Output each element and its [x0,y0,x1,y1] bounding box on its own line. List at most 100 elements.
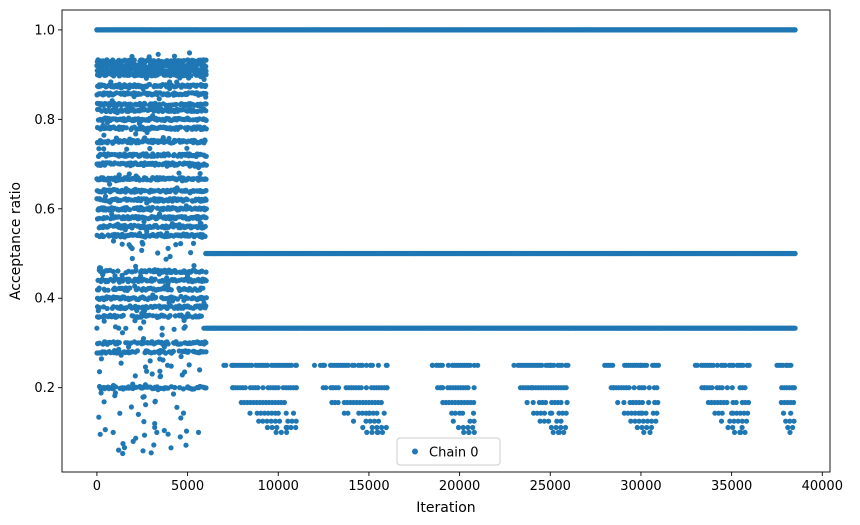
data-point-late [724,385,730,391]
data-point-early [100,205,106,211]
data-point-early [140,241,146,247]
data-point-early [158,106,164,112]
data-point-early [133,131,139,137]
data-point-late [530,399,536,406]
data-point-late [650,410,656,416]
data-point-early [180,386,186,392]
data-point-early [126,344,132,350]
data-point-late [371,418,377,424]
data-point-late [641,429,647,435]
data-point-late [323,385,329,391]
data-point-late [363,362,369,368]
data-point-early [186,362,192,368]
data-point-early [115,313,121,319]
data-point-early [102,427,108,433]
data-point-early [123,186,129,192]
data-point-late [470,424,476,431]
data-point-early [184,145,190,151]
data-point-early [203,176,209,182]
data-point-early [123,325,129,331]
data-point-early [126,242,132,248]
data-point-early [134,307,140,314]
data-point-late [335,399,341,406]
data-point-early [110,269,116,275]
data-point-late [269,424,275,431]
data-point-late [369,362,375,368]
data-point-late [471,429,477,435]
data-point-early [168,445,174,451]
data-point-early [201,76,207,82]
data-point-early [158,231,164,237]
data-point-early [96,314,102,320]
data-point-early [197,171,203,177]
data-point-late [548,424,555,431]
data-point-late [558,418,564,424]
data-point-early [186,348,192,354]
data-point-late [639,424,645,431]
data-point-early [144,368,150,374]
data-point-early [141,419,147,425]
data-point-late [564,399,570,406]
data-point-early [191,263,197,269]
data-point-late [374,410,380,416]
data-point-early [107,160,113,166]
data-point-early [203,206,209,212]
data-point-late [559,362,565,368]
data-point-early [187,190,193,196]
data-point-early [185,295,191,301]
data-point-early [155,125,161,131]
data-point-early [171,326,177,332]
data-point-early [102,162,108,168]
data-point-early [127,163,134,169]
data-point-early [124,146,130,152]
data-point-late [550,429,556,435]
data-point-early [186,50,193,56]
data-point-early [101,146,107,152]
data-point-early [203,340,209,346]
data-point-early [109,305,115,311]
data-point-early [130,381,136,387]
data-point-early [140,304,146,310]
data-point-late [653,418,659,424]
data-point-early [157,368,163,374]
data-point-late [742,385,748,391]
data-point-early [155,224,161,230]
data-point-early [203,94,209,100]
data-point-early [199,83,205,89]
data-point-late [648,424,655,431]
data-point-early [147,59,153,65]
data-point-early [98,356,104,362]
data-point-late [360,424,366,431]
data-point-late [364,429,370,435]
data-point-late [260,418,266,424]
data-point-late [460,424,466,431]
data-points [94,27,798,457]
data-point-early [162,283,168,290]
data-point-early [161,427,167,434]
data-point-early [164,163,170,169]
data-point-early [116,346,122,352]
data-point-early [203,215,209,221]
data-point-early [143,402,149,408]
data-point-early [161,344,167,350]
data-point-early [151,108,157,114]
data-point-early [173,242,179,248]
data-point-early [118,234,124,240]
data-point-late [283,410,289,416]
data-point-late [375,418,382,424]
data-point-late [367,418,373,424]
data-point-early [140,336,147,342]
data-point-late [562,424,569,431]
data-point-early [156,188,162,194]
data-point-early [144,129,150,136]
data-point-late [694,362,700,368]
data-point-early [116,447,122,453]
data-point-late [265,362,271,368]
data-point-late [558,399,564,406]
data-point-late [712,410,718,416]
data-point-early [174,404,180,410]
data-point-late [285,418,291,424]
data-point-early [189,386,195,392]
data-point-early [144,232,151,238]
data-point-early [96,369,103,375]
